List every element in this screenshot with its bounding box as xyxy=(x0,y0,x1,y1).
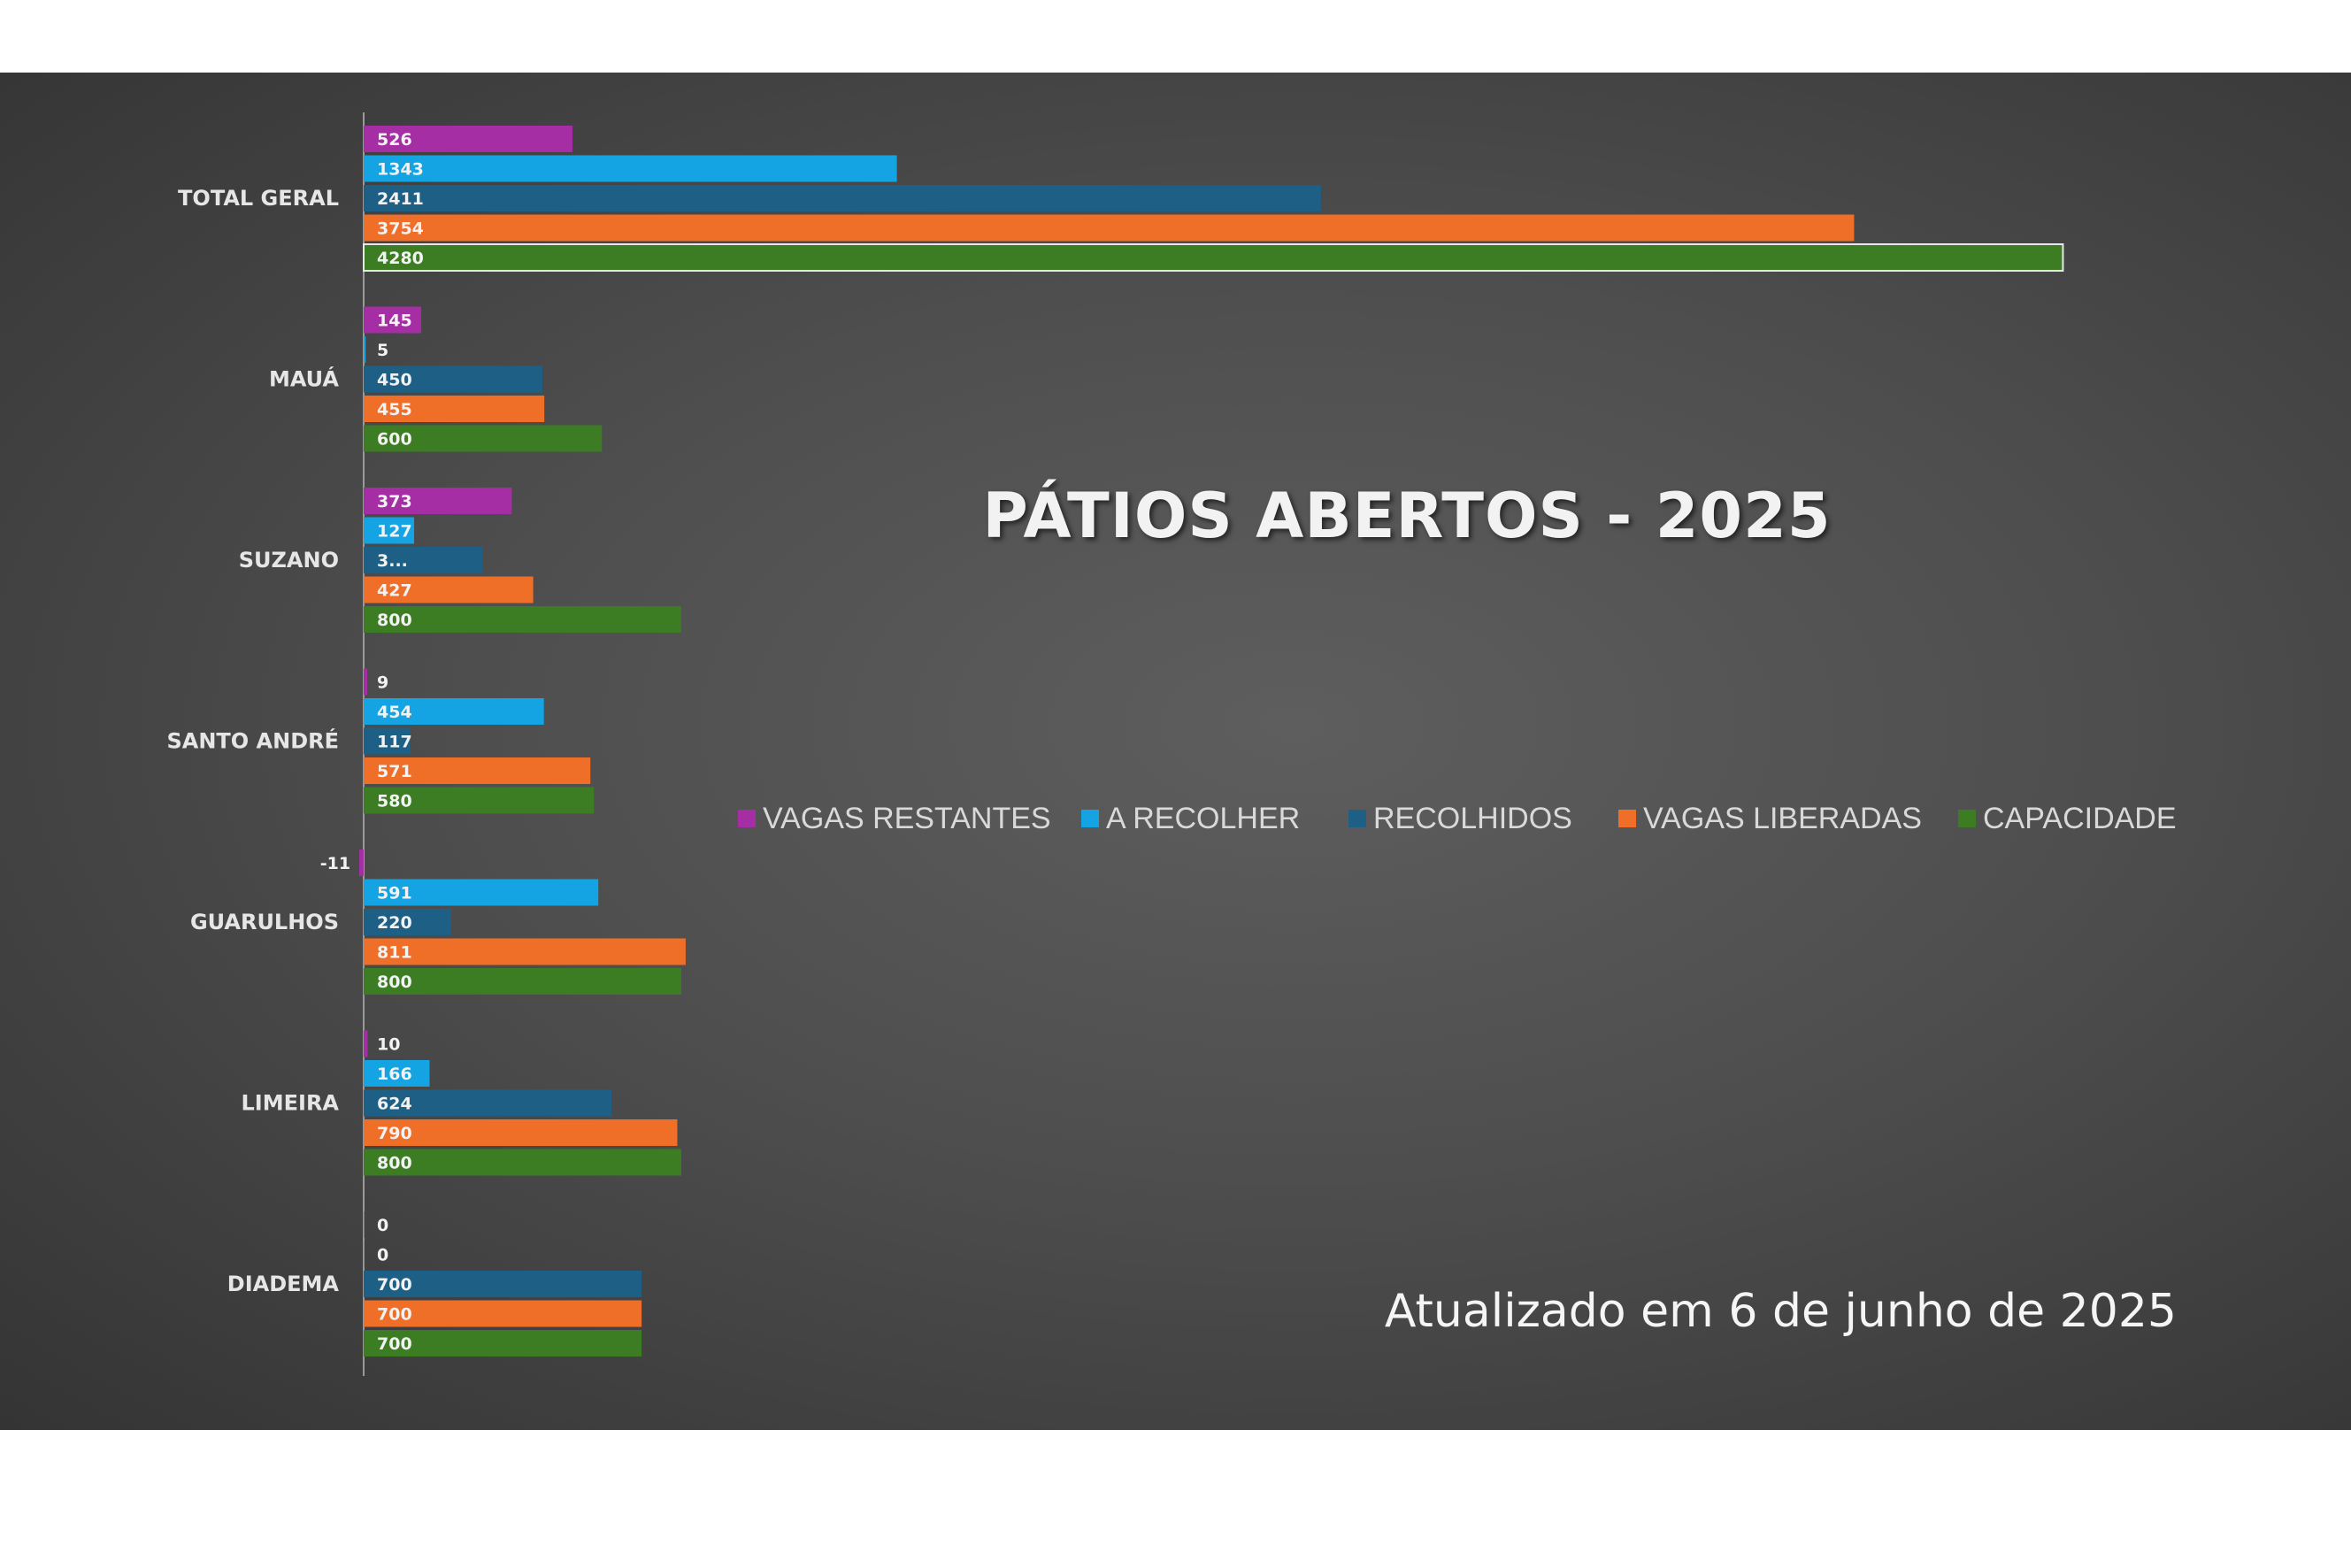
bar xyxy=(364,214,1855,242)
legend-label: A RECOLHER xyxy=(1106,801,1301,835)
bar xyxy=(364,757,591,784)
category-label: TOTAL GERAL xyxy=(178,186,339,211)
data-label: 790 xyxy=(377,1124,412,1143)
data-label: 5 xyxy=(377,341,388,360)
bar-chart: TOTAL GERAL 526 1343 2411 3754 4280 MAUÁ 145 5 45… xyxy=(166,112,2064,1376)
bar xyxy=(364,879,599,906)
legend-swatch xyxy=(1958,810,1976,827)
category-label: SUZANO xyxy=(239,548,339,573)
data-label: 450 xyxy=(377,371,412,390)
bar xyxy=(364,576,534,603)
data-label: 624 xyxy=(377,1095,412,1114)
chart-title: PÁTIOS ABERTOS - 2025 xyxy=(982,480,1832,552)
legend-item: A RECOLHER xyxy=(1081,792,1300,845)
data-label: -11 xyxy=(320,854,350,873)
bar xyxy=(364,1149,681,1176)
legend-swatch xyxy=(1348,810,1366,827)
legend-item: CAPACIDADE xyxy=(1958,792,2177,845)
bar xyxy=(364,1060,430,1087)
bar xyxy=(364,488,512,514)
legend-label: RECOLHIDOS xyxy=(1373,801,1572,835)
data-label: 571 xyxy=(377,762,412,781)
bar xyxy=(364,547,483,573)
data-label: 526 xyxy=(377,130,412,150)
data-label: 3... xyxy=(377,551,408,571)
category-label: SANTO ANDRÉ xyxy=(166,728,339,754)
data-label: 117 xyxy=(377,733,412,752)
legend-item: VAGAS LIBERADAS xyxy=(1618,792,1922,845)
bar xyxy=(364,396,545,422)
data-label: 591 xyxy=(377,884,412,903)
bar xyxy=(364,938,686,965)
data-label: 800 xyxy=(377,972,412,992)
legend-swatch xyxy=(1618,810,1636,827)
bar xyxy=(364,727,411,755)
chart-panel: TOTAL GERAL 526 1343 2411 3754 4280 MAUÁ 145 5 45… xyxy=(0,73,2351,1430)
category-label: LIMEIRA xyxy=(242,1091,340,1116)
legend-label: CAPACIDADE xyxy=(1983,801,2177,835)
data-label: 800 xyxy=(377,1154,412,1173)
bar xyxy=(364,1119,678,1146)
legend-label: VAGAS RESTANTES xyxy=(763,801,1051,835)
data-label: 127 xyxy=(377,522,412,542)
bar xyxy=(364,909,451,935)
data-label: 427 xyxy=(377,581,412,601)
legend-label: VAGAS LIBERADAS xyxy=(1643,801,1922,835)
bar xyxy=(364,365,542,393)
bar xyxy=(364,1330,642,1357)
bar xyxy=(364,126,573,152)
bar xyxy=(364,968,681,995)
data-label: 3754 xyxy=(377,219,424,239)
bar xyxy=(363,243,2064,272)
data-label: 700 xyxy=(377,1305,412,1325)
bar xyxy=(364,425,603,452)
bar xyxy=(364,306,422,334)
legend-item: RECOLHIDOS xyxy=(1348,792,1572,845)
bar xyxy=(364,1030,368,1057)
data-label: 600 xyxy=(377,430,412,450)
data-label: 700 xyxy=(377,1334,412,1354)
data-label: 0 xyxy=(377,1216,388,1235)
bar xyxy=(364,1089,611,1117)
bar xyxy=(359,849,364,876)
bar xyxy=(364,787,595,814)
data-label: 800 xyxy=(377,611,412,630)
bar xyxy=(364,185,1321,211)
data-label: 700 xyxy=(377,1275,412,1295)
data-label: 1343 xyxy=(377,160,424,180)
data-label: 166 xyxy=(377,1065,412,1084)
data-label: 4280 xyxy=(377,249,424,268)
bar xyxy=(364,517,414,544)
data-label: 9 xyxy=(377,673,388,693)
legend-item: VAGAS RESTANTES xyxy=(738,792,1051,845)
category-label: GUARULHOS xyxy=(190,910,339,934)
bar xyxy=(364,336,366,363)
updated-date-text: Atualizado em 6 de junho de 2025 xyxy=(1384,1285,2177,1338)
bar xyxy=(364,668,368,696)
data-label: 580 xyxy=(377,792,412,811)
data-label: 145 xyxy=(377,311,412,331)
bar xyxy=(364,1271,642,1297)
bar xyxy=(364,1211,365,1238)
legend-swatch xyxy=(738,810,756,827)
data-label: 454 xyxy=(377,703,412,722)
data-label: 10 xyxy=(377,1035,400,1055)
bar xyxy=(364,1300,642,1327)
category-label: MAUÁ xyxy=(269,366,339,392)
category-label: DIADEMA xyxy=(227,1272,340,1296)
data-label: 455 xyxy=(377,400,412,419)
bar xyxy=(364,698,544,725)
data-label: 0 xyxy=(377,1246,388,1265)
bar xyxy=(364,155,897,182)
data-label: 220 xyxy=(377,913,412,933)
legend-swatch xyxy=(1081,810,1099,827)
data-label: 811 xyxy=(377,943,412,963)
bar xyxy=(364,606,681,633)
data-label: 373 xyxy=(377,492,412,511)
bar xyxy=(364,1241,365,1268)
data-label: 2411 xyxy=(377,189,424,209)
chart-legend: VAGAS RESTANTES A RECOLHER RECOLHIDOS VAGAS… xyxy=(738,792,2242,845)
